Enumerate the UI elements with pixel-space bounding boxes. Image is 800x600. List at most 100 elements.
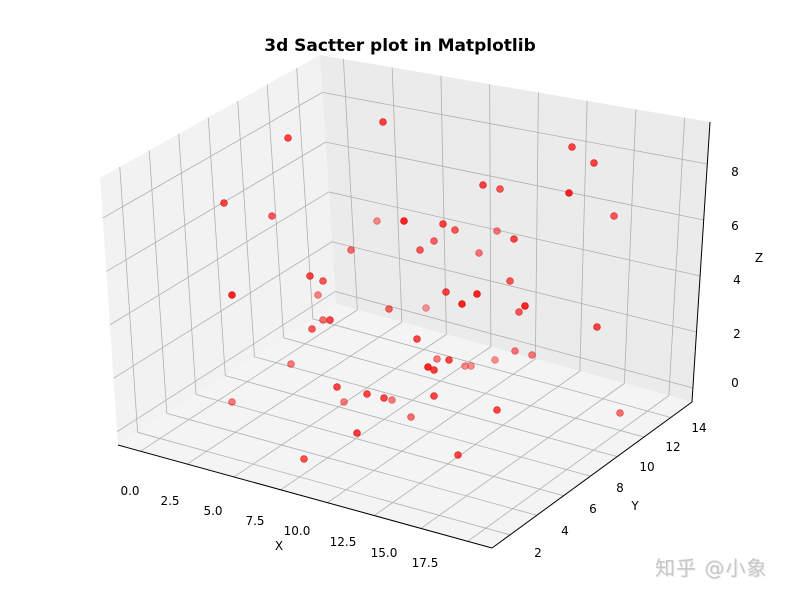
y-tick-label: 6 (589, 502, 597, 516)
data-point (521, 302, 529, 310)
gridline (102, 92, 323, 219)
data-point (461, 362, 469, 370)
data-point (458, 300, 466, 308)
x-tick-label: 5.0 (203, 504, 222, 518)
gridline (534, 92, 539, 359)
x-axis-label: X (275, 539, 283, 553)
watermark: 知乎 @小象 (655, 556, 768, 580)
data-point (616, 409, 624, 417)
data-point (454, 451, 462, 459)
gridline (254, 356, 618, 457)
gridline (106, 141, 326, 272)
data-point (287, 360, 295, 368)
z-tick-label: 8 (731, 165, 739, 179)
y-tick-label: 10 (639, 460, 654, 474)
gridline (113, 241, 333, 379)
z-tick-label: 2 (733, 327, 741, 341)
data-point (319, 277, 327, 285)
data-point (506, 277, 514, 285)
gridline (280, 346, 492, 491)
gridline (237, 100, 255, 357)
z-tick-label: 4 (733, 273, 741, 287)
data-point (568, 143, 576, 151)
x-tick-label: 2.5 (160, 494, 179, 508)
gridline (195, 394, 564, 497)
y-tick-label: 14 (691, 421, 706, 435)
data-point (475, 249, 483, 257)
gridlines (102, 58, 708, 542)
data-point (300, 455, 308, 463)
data-point (515, 308, 523, 316)
data-point (347, 246, 355, 254)
data-point (511, 347, 519, 355)
data-point (493, 406, 501, 414)
data-points (220, 118, 624, 463)
y-axis-line (491, 401, 693, 549)
floor-pane (118, 304, 692, 548)
x-tick-label: 12.5 (330, 535, 357, 549)
data-point (528, 351, 536, 359)
y-tick-label: 8 (616, 481, 624, 495)
gridline (148, 150, 168, 414)
data-point (565, 189, 573, 197)
gridline (328, 191, 701, 277)
z-tick-label: 6 (731, 219, 739, 233)
data-point (496, 185, 504, 193)
data-point (413, 335, 421, 343)
data-point (388, 396, 396, 404)
data-point (590, 159, 598, 167)
data-point (308, 325, 316, 333)
gridline (166, 413, 537, 516)
data-point (433, 355, 441, 363)
gridline (668, 117, 686, 396)
gridline (140, 309, 358, 452)
data-point (439, 220, 447, 228)
panes (100, 55, 710, 548)
data-point (610, 212, 618, 220)
data-point (467, 362, 475, 370)
data-point (416, 246, 424, 254)
gridline (137, 431, 511, 536)
gridline (343, 58, 358, 310)
gridline (489, 84, 492, 347)
data-point (228, 291, 236, 299)
gridline (225, 375, 591, 477)
gridline (233, 334, 447, 478)
back-pane (320, 55, 710, 402)
y-tick-label: 12 (665, 440, 680, 454)
data-point (400, 217, 408, 225)
data-point (445, 356, 453, 364)
data-point (430, 237, 438, 245)
data-point (220, 199, 228, 207)
data-point (228, 398, 236, 406)
gridline (623, 109, 637, 384)
x-tick-label: 7.5 (245, 514, 264, 528)
gridline (266, 84, 285, 338)
x-axis-line (117, 444, 493, 549)
data-point (451, 226, 459, 234)
data-point (326, 316, 334, 324)
x-tick-label: 15.0 (371, 546, 398, 560)
gridline (331, 241, 697, 333)
data-point (593, 323, 601, 331)
gridline (327, 358, 536, 504)
gridline (373, 370, 581, 516)
data-point (373, 217, 381, 225)
gridline (119, 166, 139, 433)
gridline (178, 133, 197, 395)
data-point (284, 134, 292, 142)
data-point (340, 398, 348, 406)
x-tick-label: 10.0 (284, 524, 311, 538)
data-point (380, 394, 388, 402)
z-axis-label: Z (755, 251, 763, 265)
gridline (325, 141, 704, 221)
data-point (430, 366, 438, 374)
data-point (479, 181, 487, 189)
data-point (442, 288, 450, 296)
gridline (335, 291, 694, 389)
z-tick-label: 0 (731, 376, 739, 390)
data-point (319, 316, 327, 324)
data-point (493, 227, 501, 235)
chart-title: 3d Sactter plot in Matplotlib (264, 36, 536, 56)
